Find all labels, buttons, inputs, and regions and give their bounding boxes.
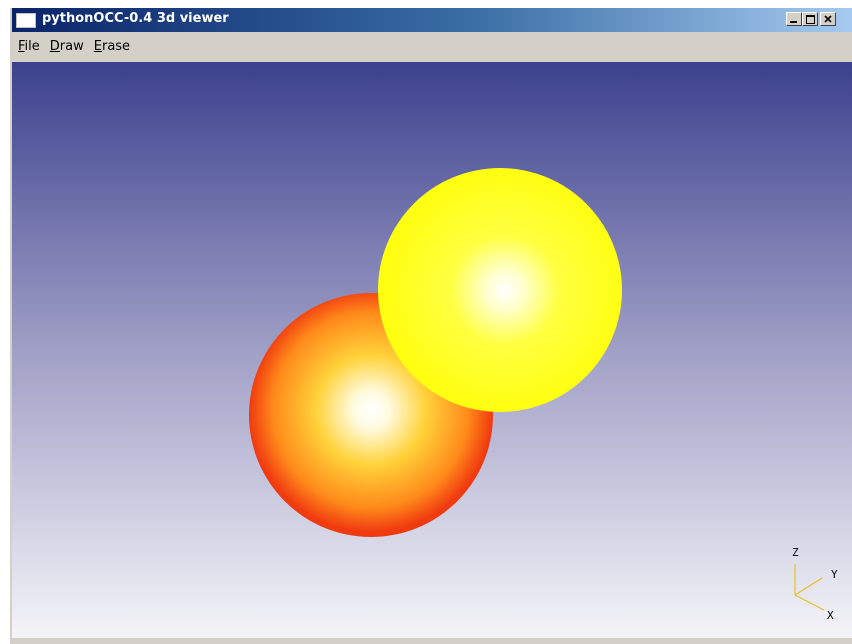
window: pythonOCC-0.4 3d viewer File Draw Erase	[10, 8, 852, 644]
y-axis	[794, 577, 823, 596]
title-bar: pythonOCC-0.4 3d viewer	[12, 8, 852, 32]
menu-item[interactable]: Draw	[49, 38, 84, 54]
sphere[interactable]	[378, 168, 622, 412]
axis-label: X	[827, 609, 834, 622]
axis-triad: Z Y X	[792, 546, 838, 622]
x-axis	[794, 594, 825, 611]
axis-label: Z	[792, 546, 799, 559]
viewport: Z Y X	[12, 62, 852, 638]
menu-bar: File Draw Erase	[12, 34, 852, 58]
window-icon	[16, 13, 36, 28]
window-title: pythonOCC-0.4 3d viewer	[42, 11, 229, 26]
maximize-button[interactable]	[802, 12, 818, 26]
menu-item[interactable]: Erase	[93, 38, 131, 54]
minimize-button[interactable]	[786, 12, 802, 26]
close-button[interactable]	[820, 12, 836, 26]
axis-label: Y	[831, 568, 838, 581]
menu-item[interactable]: File	[18, 38, 40, 54]
